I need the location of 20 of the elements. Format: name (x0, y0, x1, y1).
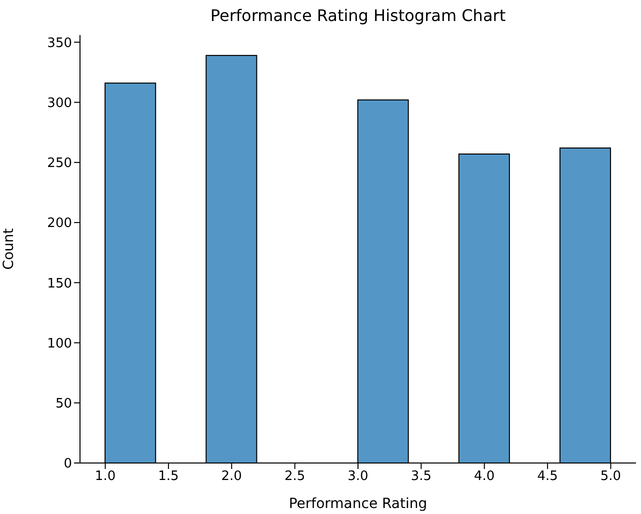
y-tick-label: 250 (47, 156, 72, 172)
y-tick-label: 100 (47, 336, 72, 352)
y-tick-label: 300 (47, 96, 72, 111)
x-tick-label: 3.5 (410, 469, 432, 484)
x-axis-title: Performance Rating (288, 496, 428, 512)
x-tick-label: 4.0 (474, 469, 495, 484)
y-tick-label: 350 (47, 36, 72, 51)
x-tick-label: 2.5 (284, 469, 306, 484)
y-tick-label: 0 (64, 456, 72, 472)
chart-title: Performance Rating Histogram Chart (209, 6, 507, 25)
x-tick-label: 1.5 (158, 469, 179, 484)
x-tick-label: 5.0 (600, 469, 622, 484)
y-tick-label: 150 (47, 276, 72, 292)
x-tick-label: 3.0 (348, 469, 368, 484)
x-tick-label: 4.5 (537, 469, 558, 484)
y-axis-title: Count (0, 228, 17, 270)
x-tick-label: 2.0 (221, 469, 242, 484)
y-tick-label: 200 (47, 216, 72, 232)
x-tick-label: 1.0 (94, 469, 116, 484)
y-tick-label: 50 (55, 396, 72, 412)
